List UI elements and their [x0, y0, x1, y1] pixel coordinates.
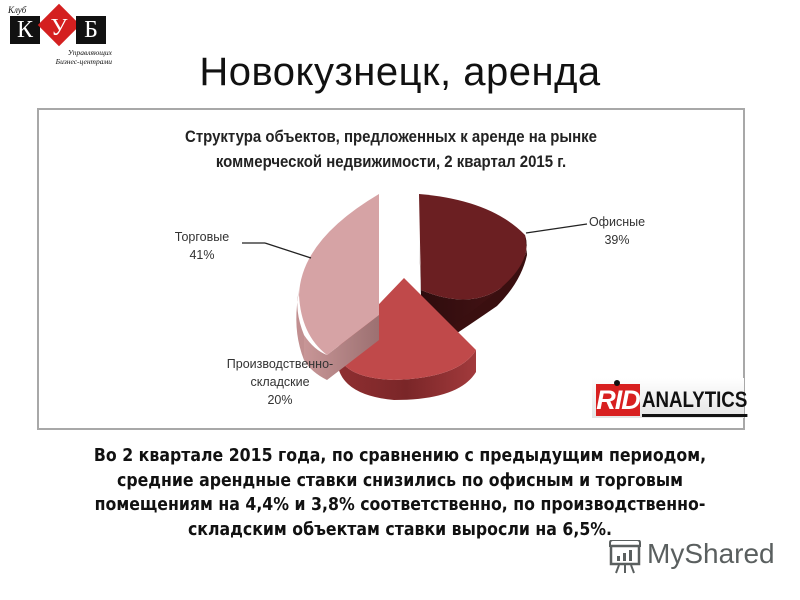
rid-logo-red: RID — [596, 384, 641, 416]
label-industrial-name-2: складские — [250, 375, 310, 389]
logo-letter-u: У — [50, 15, 68, 41]
presentation-board-icon — [609, 539, 641, 574]
chart-title: Структура объектов, предложенных к аренд… — [81, 124, 701, 174]
label-office: Офисные 39% — [587, 213, 647, 249]
rid-logo-word: ANALYTICS — [642, 386, 748, 417]
label-office-pct: 39% — [604, 233, 630, 247]
leader-line-office — [525, 223, 588, 234]
myshared-watermark: MyShared — [607, 538, 775, 574]
slice-retail — [296, 194, 379, 380]
label-industrial: Производственно- складские 20% — [215, 355, 345, 409]
logo-letter-b: Б — [76, 16, 106, 44]
chart-title-line-1: Структура объектов, предложенных к аренд… — [185, 127, 597, 146]
rid-logo-dot — [614, 380, 620, 386]
logo-small-label: Клуб — [8, 5, 27, 15]
slice-industrial — [337, 278, 476, 400]
slide-body-text: Во 2 квартале 2015 года, по сравнению с … — [76, 444, 724, 542]
label-retail-pct: 41% — [189, 248, 215, 262]
label-industrial-pct: 20% — [267, 393, 293, 407]
body-line-1: Во 2 квартале 2015 года, по сравнению с … — [93, 446, 707, 466]
label-industrial-name-1: Производственно- — [226, 357, 334, 371]
label-retail: Торговые 41% — [167, 228, 237, 264]
slide-title: Новокузнецк, аренда — [199, 50, 601, 94]
chart-frame: Структура объектов, предложенных к аренд… — [37, 108, 748, 430]
label-office-name: Офисные — [588, 215, 646, 229]
pie-chart — [242, 194, 588, 400]
club-logo: Клуб К У Б Управляющих Бизнес-центрами — [4, 3, 114, 66]
label-retail-name: Торговые — [174, 230, 230, 244]
logo-subtitle-1: Управляющих — [67, 48, 112, 57]
rid-analytics-logo: RID ANALYTICS — [592, 378, 748, 418]
chart-title-line-2: коммерческой недвижимости, 2 квартал 201… — [215, 152, 567, 171]
logo-subtitle-2: Бизнес-центрами — [55, 57, 112, 66]
body-line-2: средние арендные ставки снизились по офи… — [116, 470, 683, 491]
logo-letter-k: К — [10, 16, 40, 44]
leader-line-retail-2 — [264, 242, 312, 259]
watermark-text: MyShared — [647, 538, 775, 569]
body-line-4: складским объектам ставки выросли на 6,5… — [187, 519, 613, 540]
body-line-3: помещениям на 4,4% и 3,8% соответственно… — [94, 495, 706, 515]
